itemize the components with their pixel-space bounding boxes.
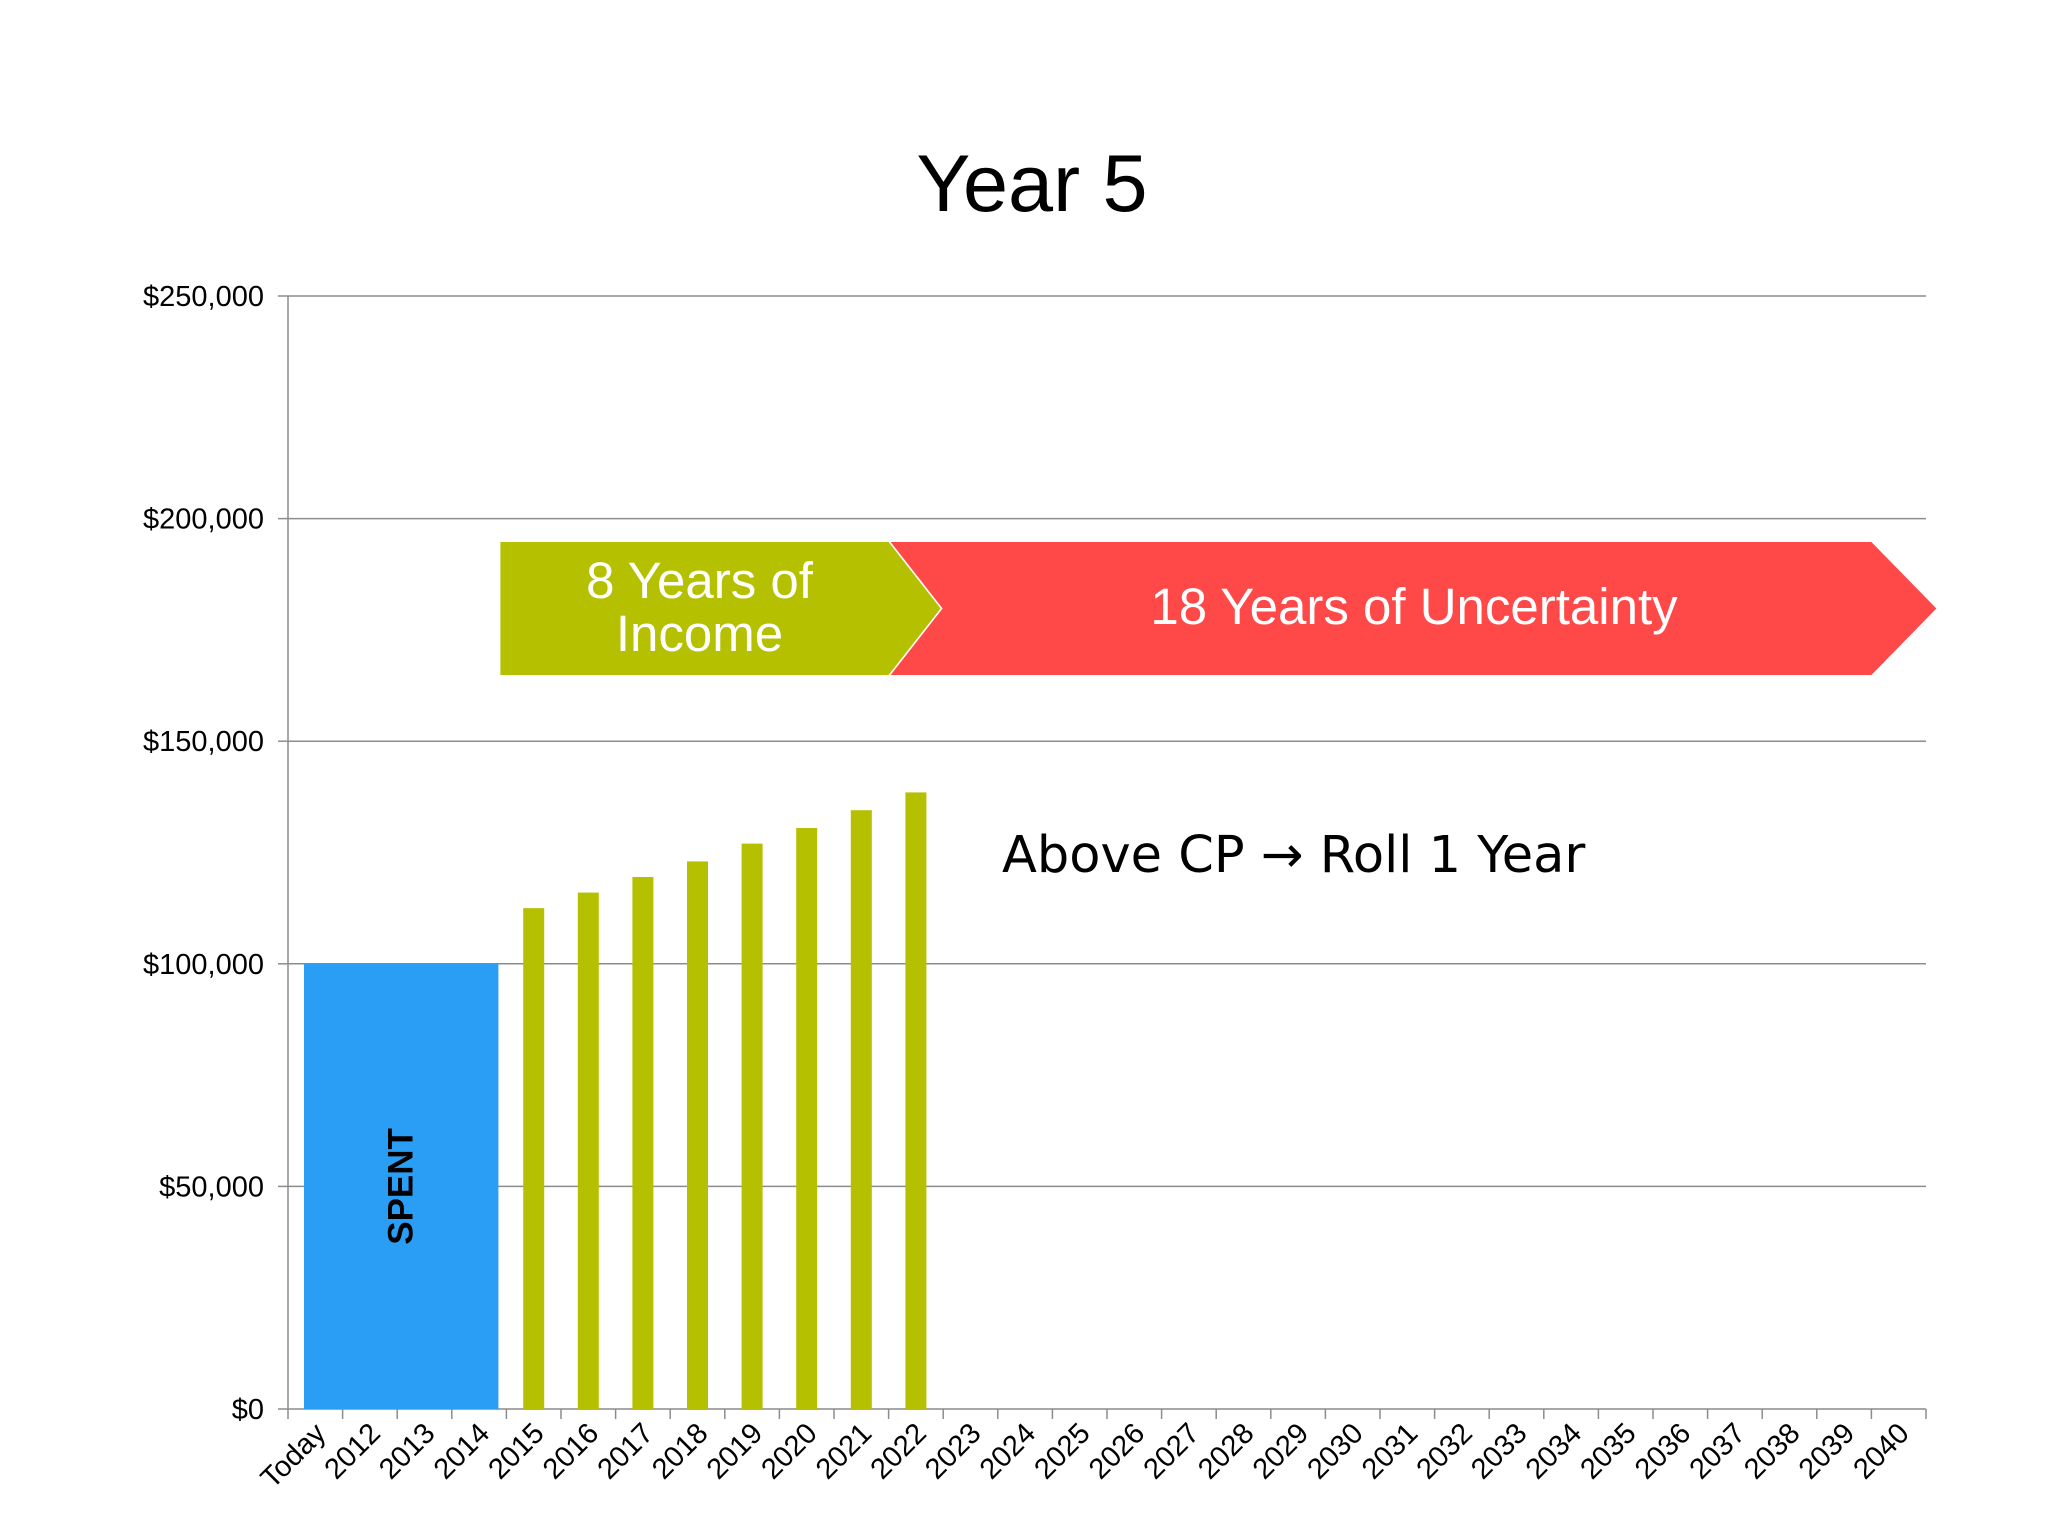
x-tick-label: 2035	[1574, 1417, 1642, 1485]
x-axis-tick-labels: Today20122013201420152016201720182019202…	[255, 1417, 1916, 1495]
x-tick-label: 2020	[755, 1417, 823, 1485]
x-tick-label: 2034	[1520, 1417, 1588, 1485]
bar	[523, 908, 545, 1409]
bar	[577, 892, 599, 1409]
annotation-text: Above CP → Roll 1 Year	[1002, 826, 1585, 885]
x-tick-label: 2015	[482, 1417, 550, 1485]
gridlines	[288, 295, 1926, 1188]
bar	[850, 810, 872, 1409]
x-tick-label: 2036	[1629, 1417, 1697, 1485]
x-tick-label: 2018	[646, 1417, 714, 1485]
x-tick-label: 2027	[1138, 1417, 1206, 1485]
x-tick-label: 2025	[1028, 1417, 1096, 1485]
income-arrow-label-line1: 8 Years of	[586, 552, 814, 609]
x-tick-label: 2023	[919, 1417, 987, 1485]
spent-label: SPENT	[382, 1128, 421, 1245]
y-tick-label: $250,000	[143, 281, 264, 313]
x-tick-label: 2039	[1793, 1417, 1861, 1485]
income-arrow	[500, 542, 941, 675]
y-tick-label: $0	[232, 1394, 264, 1426]
bar	[741, 843, 763, 1409]
y-tick-label: $200,000	[143, 504, 264, 536]
uncertainty-arrow-label: 18 Years of Uncertainty	[1150, 578, 1678, 635]
x-tick-label: 2029	[1247, 1417, 1315, 1485]
x-tick-label: 2031	[1356, 1417, 1424, 1485]
x-tick-label: 2040	[1847, 1417, 1915, 1485]
bar	[687, 861, 708, 1409]
x-tick-label: 2026	[1083, 1417, 1151, 1485]
x-tick-label: 2033	[1465, 1417, 1533, 1485]
income-arrow-label-line2: Income	[616, 605, 783, 662]
y-tick-label: $100,000	[143, 949, 264, 981]
x-tick-label: 2013	[373, 1417, 441, 1485]
bar	[905, 792, 927, 1409]
bar	[632, 876, 654, 1409]
y-tick-label: $150,000	[143, 726, 264, 758]
x-tick-label: 2030	[1301, 1417, 1369, 1485]
x-tick-label: 2021	[810, 1417, 878, 1485]
y-axis-tick-labels: $0 $50,000 $100,000 $150,000 $200,000 $250,00…	[143, 281, 264, 1426]
y-tick-label: $50,000	[159, 1171, 264, 1203]
x-tick-label: 2022	[865, 1417, 933, 1485]
x-tick-label: 2038	[1738, 1417, 1806, 1485]
x-tick-label: 2014	[428, 1417, 496, 1485]
x-tick-label: 2037	[1684, 1417, 1752, 1485]
bar	[796, 828, 818, 1409]
axes	[278, 295, 1927, 1419]
x-tick-label: 2012	[319, 1417, 387, 1485]
x-tick-label: 2032	[1411, 1417, 1479, 1485]
uncertainty-arrow	[890, 542, 1937, 675]
chart-title: Year 5	[916, 139, 1147, 229]
x-tick-label: 2016	[537, 1417, 605, 1485]
x-tick-label: 2028	[1192, 1417, 1260, 1485]
bars: SPENT	[304, 792, 927, 1409]
x-tick-label: 2019	[701, 1417, 769, 1485]
x-tick-label: 2024	[974, 1417, 1042, 1485]
x-tick-label: Today	[255, 1417, 333, 1495]
spent-bar	[304, 963, 499, 1409]
x-tick-label: 2017	[592, 1417, 660, 1485]
